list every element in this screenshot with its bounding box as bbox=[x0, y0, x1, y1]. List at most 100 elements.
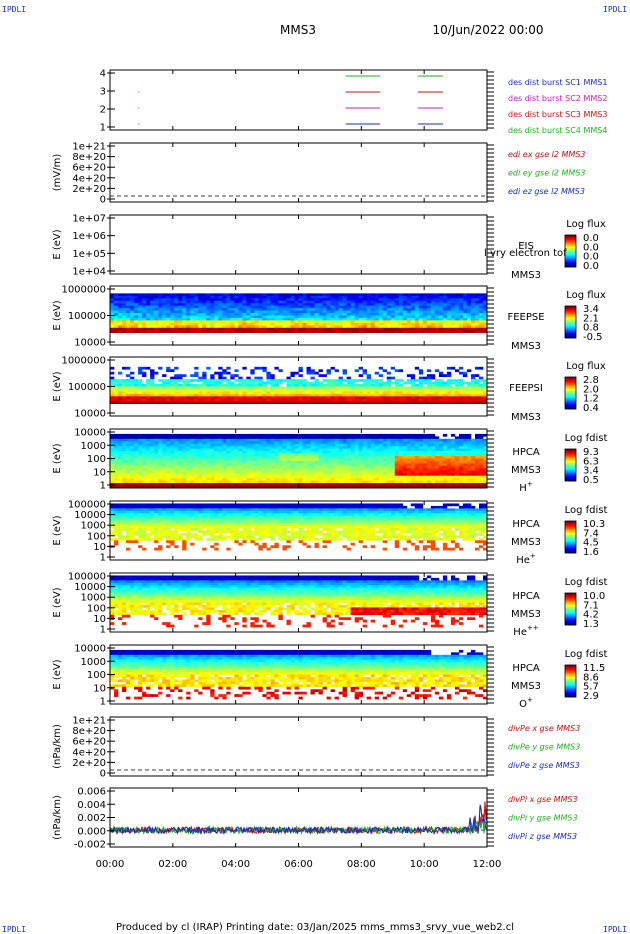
burst-ytick-label: 4 bbox=[100, 69, 106, 80]
feepse-ytick-label: 100000 bbox=[68, 311, 106, 322]
burst-ytick-label: 3 bbox=[100, 87, 106, 98]
divpi-ylabel: (nPa/km) bbox=[52, 795, 63, 840]
hpca_he-colorbar bbox=[564, 520, 577, 554]
eis-colorbar-tick: 0.0 bbox=[583, 261, 599, 272]
hpca_h-instrument-label: HPCA bbox=[512, 447, 540, 458]
divpi-ytick-label: 0.004 bbox=[77, 800, 106, 811]
time-axis-label: 08:00 bbox=[347, 859, 376, 870]
divpi-ytick-label: -0.002 bbox=[74, 840, 106, 851]
edi-ytick-label: 8e+20 bbox=[72, 152, 106, 163]
plot-title-date: 10/Jun/2022 00:00 bbox=[432, 23, 543, 37]
plot-title-mission: MMS3 bbox=[280, 23, 316, 37]
edi-frame bbox=[109, 142, 488, 203]
hpca_h-ytick-label: 1 bbox=[100, 481, 106, 492]
hpca_he-ytick-label: 1 bbox=[100, 553, 106, 564]
edi-ytick-label: 2e+20 bbox=[72, 184, 106, 195]
eis-colorbar-tick: 0.0 bbox=[583, 252, 599, 263]
time-axis-label: 00:00 bbox=[96, 859, 125, 870]
hpca_o-instrument-label: HPCA bbox=[512, 663, 540, 674]
feepse-colorbar-tick: -0.5 bbox=[583, 332, 603, 343]
time-axis-label: 12:00 bbox=[473, 859, 502, 870]
hpca_o-ytick-label: 10 bbox=[93, 683, 106, 694]
hpca_he-spectrogram bbox=[110, 503, 488, 551]
feepse-spectrogram bbox=[110, 293, 488, 334]
feepsi-spectrogram bbox=[110, 366, 488, 405]
hpca_hepp-spacecraft-label: MMS3 bbox=[511, 609, 541, 620]
hpca_he-instrument-label: HPCA bbox=[512, 519, 540, 530]
edi-legend-entry: edi ez gse l2 MMS3 bbox=[508, 187, 585, 196]
eis-overlay-text: l vry electron tof bbox=[484, 248, 567, 259]
divpe-legend-entry: divPe y gse MMS3 bbox=[508, 742, 580, 751]
time-axis-label: 02:00 bbox=[158, 859, 187, 870]
feepsi-spacecraft-label: MMS3 bbox=[511, 412, 541, 423]
hpca_h-ytick-label: 10 bbox=[93, 467, 106, 478]
hpca_he-colorbar-tick: 7.4 bbox=[583, 528, 599, 539]
hpca_hepp-species-label: He++ bbox=[513, 624, 539, 638]
hpca_hepp-ylabel: E (eV) bbox=[52, 587, 63, 617]
hpca_he-ytick-label: 10000 bbox=[74, 510, 106, 521]
divpe-legend-entry: divPe z gse MMS3 bbox=[508, 761, 580, 770]
burst-legend-entry: des dist burst SC3 MMS3 bbox=[508, 110, 607, 119]
feepsi-ytick-label: 100000 bbox=[68, 382, 106, 393]
eis-ytick-label: 1e+06 bbox=[72, 231, 106, 242]
feepse-ytick-label: 1000000 bbox=[61, 285, 106, 296]
divpi-series-z bbox=[109, 804, 488, 836]
hpca_hepp-colorbar bbox=[564, 592, 577, 626]
eis-colorbar-tick: 0.0 bbox=[583, 233, 599, 244]
burst-legend-entry: des dist burst SC1 MMS1 bbox=[508, 78, 607, 87]
hpca_he-ytick-label: 10 bbox=[93, 542, 106, 553]
hpca_o-colorbar-tick: 11.5 bbox=[583, 663, 605, 674]
divpe-ytick-label: 6e+20 bbox=[72, 737, 106, 748]
hpca_hepp-ytick-label: 10000 bbox=[74, 582, 106, 593]
hpca_o-ytick-label: 1 bbox=[100, 697, 106, 708]
hpca_h-colorbar-title: Log fdist bbox=[565, 433, 608, 444]
feepsi-colorbar-tick: 0.4 bbox=[583, 403, 599, 414]
logo-ipdl-top-right: IPDLI bbox=[603, 5, 627, 14]
divpi-ytick-label: 0.000 bbox=[77, 826, 106, 837]
hpca_h-spectrogram bbox=[110, 433, 488, 489]
feepse-instrument-label: FEEPSE bbox=[507, 312, 544, 323]
hpca_o-ytick-label: 10000 bbox=[74, 644, 106, 655]
eis-colorbar-tick: 0.0 bbox=[583, 242, 599, 253]
time-axis-label: 04:00 bbox=[221, 859, 250, 870]
feepse-ytick-label: 10000 bbox=[74, 338, 106, 349]
logo-ipdl-top-left: IPDLI bbox=[2, 5, 26, 14]
feepsi-colorbar-tick: 2.8 bbox=[583, 375, 599, 386]
hpca_hepp-ytick-label: 100 bbox=[87, 603, 106, 614]
hpca_h-colorbar-tick: 6.3 bbox=[583, 456, 599, 467]
feepse-colorbar-title: Log flux bbox=[566, 290, 606, 301]
footer-credits: Produced by cl (IRAP) Printing date: 03/… bbox=[116, 922, 514, 933]
eis-ytick-label: 1e+05 bbox=[72, 249, 106, 260]
burst-legend-entry: des dist burst SC2 MMS2 bbox=[508, 94, 607, 103]
feepsi-instrument-label: FEEPSI bbox=[509, 383, 543, 394]
hpca_hepp-colorbar-title: Log fdist bbox=[565, 577, 608, 588]
feepsi-colorbar-tick: 1.2 bbox=[583, 394, 599, 405]
eis-colorbar-title: Log flux bbox=[566, 219, 606, 230]
hpca_he-ylabel: E (eV) bbox=[52, 515, 63, 545]
hpca_he-colorbar-tick: 4.5 bbox=[583, 538, 599, 549]
divpe-ytick-label: 4e+20 bbox=[72, 747, 106, 758]
hpca_he-colorbar-tick: 10.3 bbox=[583, 519, 605, 530]
divpe-ytick-label: 0 bbox=[100, 769, 106, 780]
eis-colorbar bbox=[564, 234, 577, 268]
feepse-colorbar-tick: 3.4 bbox=[583, 304, 599, 315]
divpi-ytick-label: 0.002 bbox=[77, 813, 106, 824]
hpca_hepp-colorbar-tick: 1.3 bbox=[583, 619, 599, 630]
eis-ylabel: E (eV) bbox=[52, 229, 63, 259]
eis-ytick-label: 1e+04 bbox=[72, 267, 106, 278]
feepsi-colorbar-title: Log flux bbox=[566, 361, 606, 372]
hpca_hepp-ytick-label: 1000 bbox=[81, 593, 106, 604]
hpca_o-ytick-label: 100 bbox=[87, 670, 106, 681]
hpca_hepp-ytick-label: 1 bbox=[100, 625, 106, 636]
feepse-spacecraft-label: MMS3 bbox=[511, 341, 541, 352]
hpca_o-colorbar-tick: 5.7 bbox=[583, 682, 599, 693]
feepse-colorbar bbox=[564, 305, 577, 339]
hpca_hepp-colorbar-tick: 4.2 bbox=[583, 610, 599, 621]
divpi-legend-entry: divPi z gse MMS3 bbox=[508, 832, 577, 841]
hpca_h-colorbar-tick: 9.3 bbox=[583, 447, 599, 458]
hpca_hepp-ytick-label: 100000 bbox=[68, 572, 106, 583]
hpca_he-colorbar-title: Log fdist bbox=[565, 505, 608, 516]
hpca_h-colorbar bbox=[564, 448, 577, 482]
divpe-ylabel: (nPa/km) bbox=[52, 724, 63, 769]
